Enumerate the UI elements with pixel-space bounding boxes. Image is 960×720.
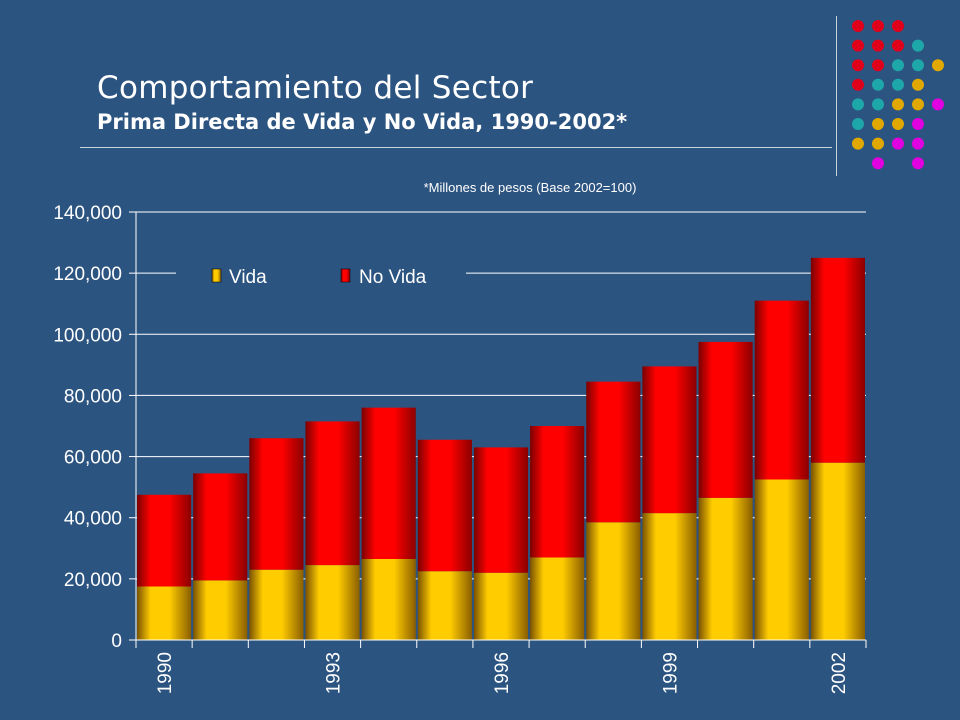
decor-dot-teal <box>872 98 884 111</box>
decor-dot-red <box>892 20 904 32</box>
bar-no-vida-1991 <box>193 473 248 581</box>
y-tick-label: 0 <box>111 631 122 652</box>
bar-no-vida-1996 <box>473 447 529 573</box>
x-tick-label: 2002 <box>829 652 850 694</box>
decor-dot-teal <box>912 59 924 72</box>
bar-no-vida-1999 <box>642 366 697 514</box>
y-tick-label: 20,000 <box>64 570 122 591</box>
decor-dot-red <box>852 39 864 52</box>
decor-dot-magenta <box>892 137 904 150</box>
decor-dot-magenta <box>912 137 924 150</box>
decor-dot-red <box>852 20 864 32</box>
bar-vida-2002 <box>810 462 865 640</box>
decor-dot-red <box>872 39 884 52</box>
y-tick-label: 40,000 <box>64 509 122 530</box>
decor-dot-teal <box>852 98 864 111</box>
legend-swatch-no-vida <box>340 268 351 283</box>
bar-vida-2001 <box>754 479 809 640</box>
decor-dot-gold <box>872 118 884 130</box>
bar-vida-1993 <box>305 565 360 640</box>
title-divider <box>80 147 832 148</box>
bar-no-vida-1995 <box>417 439 472 572</box>
decor-dot-gold <box>852 137 864 150</box>
bar-no-vida-2001 <box>754 300 809 480</box>
legend-box <box>176 258 466 294</box>
vertical-divider <box>836 16 837 176</box>
decor-dot-gold <box>892 118 904 130</box>
bar-vida-2000 <box>698 497 753 640</box>
bar-vida-1996 <box>473 572 529 640</box>
bar-vida-1999 <box>642 513 697 640</box>
bar-vida-1998 <box>586 522 641 640</box>
bar-no-vida-2000 <box>698 341 753 498</box>
legend-label-no-vida: No Vida <box>359 267 427 288</box>
decor-dot-gold <box>932 59 944 72</box>
decor-dot-red <box>892 39 904 52</box>
bar-no-vida-1997 <box>530 426 585 558</box>
decor-dot-gold <box>912 98 924 111</box>
x-tick-label: 1996 <box>492 652 513 694</box>
bar-vida-1995 <box>417 571 472 640</box>
page-title: Comportamiento del Sector <box>97 70 534 106</box>
decor-dot-magenta <box>912 118 924 130</box>
y-tick-label: 80,000 <box>64 386 122 407</box>
dot-grid-decoration <box>852 20 944 170</box>
y-tick-label: 140,000 <box>53 203 122 224</box>
decor-dot-red <box>852 59 864 72</box>
bar-vida-1994 <box>361 558 416 640</box>
bar-no-vida-1998 <box>586 381 641 523</box>
y-tick-label: 100,000 <box>53 325 122 346</box>
decor-dot-teal <box>852 118 864 130</box>
decor-dot-teal <box>892 78 904 91</box>
decor-dot-red <box>872 20 884 32</box>
legend-swatch-vida <box>211 268 222 283</box>
decor-dot-red <box>852 78 864 91</box>
decor-dot-red <box>872 59 884 72</box>
y-tick-label: 120,000 <box>53 264 122 285</box>
bar-no-vida-1990 <box>137 494 192 587</box>
bar-no-vida-1992 <box>249 438 304 570</box>
bar-vida-1990 <box>137 586 192 640</box>
bar-no-vida-1994 <box>361 407 416 559</box>
decor-dot-gold <box>912 78 924 91</box>
decor-dot-magenta <box>872 157 884 170</box>
bar-vida-1997 <box>530 557 585 640</box>
decor-dot-teal <box>872 78 884 91</box>
x-tick-label: 1990 <box>155 652 176 694</box>
bar-no-vida-1993 <box>305 421 360 566</box>
decor-dot-gold <box>892 98 904 111</box>
legend-label-vida: Vida <box>229 267 267 288</box>
page-subtitle: Prima Directa de Vida y No Vida, 1990-20… <box>97 110 628 134</box>
bar-vida-1992 <box>249 569 304 640</box>
y-tick-label: 60,000 <box>64 448 122 469</box>
decor-dot-gold <box>872 137 884 150</box>
decor-dot-teal <box>892 59 904 72</box>
x-tick-label: 1993 <box>324 652 345 694</box>
decor-dot-teal <box>912 39 924 52</box>
bar-vida-1991 <box>193 580 248 640</box>
units-note: *Millones de pesos (Base 2002=100) <box>423 180 637 195</box>
x-tick-label: 1999 <box>660 652 681 694</box>
decor-dot-magenta <box>932 98 944 111</box>
bar-no-vida-2002 <box>810 257 865 463</box>
decor-dot-magenta <box>912 157 924 170</box>
